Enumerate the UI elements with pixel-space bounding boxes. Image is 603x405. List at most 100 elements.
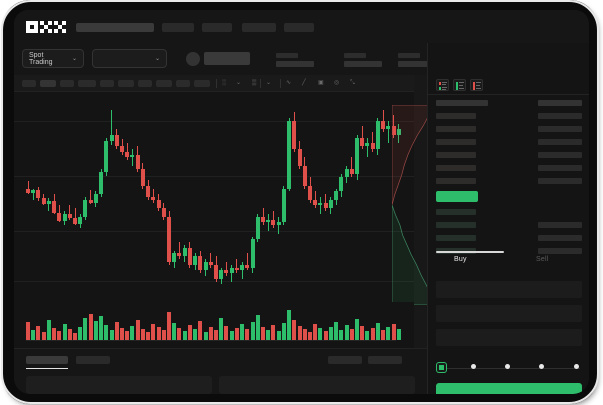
indicators-icon[interactable]: ▒ <box>252 80 257 86</box>
orderbook-ask-amount[interactable] <box>538 126 582 132</box>
orderbook-ask-price[interactable] <box>436 165 476 171</box>
nav-item-1[interactable] <box>76 23 154 32</box>
orderbook-ask-amount[interactable] <box>538 113 582 119</box>
volume-bar <box>130 326 135 340</box>
volume-bar <box>308 332 312 340</box>
bottom-tab-2[interactable] <box>76 356 110 364</box>
chevron-down-icon: ⌄ <box>154 55 160 62</box>
camera-icon[interactable]: ▣ <box>318 80 324 86</box>
volume-bar <box>396 329 401 340</box>
volume-bar <box>365 331 370 340</box>
orderbook-mode-both-icon[interactable] <box>436 79 449 91</box>
orderbook-ask-price[interactable] <box>436 139 476 145</box>
order-form-tabs: Buy Sell <box>428 251 589 273</box>
candlestick-icon[interactable]: ░ <box>222 80 227 86</box>
orderbook-mode-sell-icon[interactable] <box>470 79 483 91</box>
timeframe-button-10[interactable] <box>194 80 210 87</box>
volume-bar <box>229 331 234 340</box>
timeframe-button-6[interactable] <box>118 80 134 87</box>
timeframe-button-2[interactable] <box>40 80 56 87</box>
nav-item-4[interactable] <box>242 23 276 32</box>
bottom-action-1[interactable] <box>328 356 362 364</box>
tab-sell[interactable]: Sell <box>536 256 549 263</box>
amount-slider-stop-3[interactable] <box>505 364 510 369</box>
timeframe-button-9[interactable] <box>176 80 190 87</box>
orderbook-bid-price[interactable] <box>436 209 476 215</box>
timeframe-button-8[interactable] <box>156 80 172 87</box>
chevron-down-icon[interactable]: ⌄ <box>266 80 272 86</box>
amount-field[interactable] <box>436 305 582 322</box>
bottom-tab-1[interactable] <box>26 356 68 364</box>
timeframe-button-3[interactable] <box>60 80 74 87</box>
candle-body <box>156 199 161 209</box>
volume-bar <box>261 327 265 340</box>
candle-body <box>26 188 30 193</box>
amount-slider-stop-5[interactable] <box>574 364 579 369</box>
amount-slider-handle[interactable] <box>437 363 446 372</box>
order-card-1[interactable] <box>26 376 212 394</box>
orderbook-current-price[interactable] <box>436 191 478 202</box>
candle-body <box>193 256 198 265</box>
price-field[interactable] <box>436 281 582 298</box>
amount-slider-stop-2[interactable] <box>471 364 476 369</box>
orderbook-ask-amount[interactable] <box>538 178 582 184</box>
order-card-2[interactable] <box>219 376 415 394</box>
orderbook-ask-price[interactable] <box>436 178 476 184</box>
orderbook-bid-price[interactable] <box>436 222 476 228</box>
amount-slider-stop-4[interactable] <box>539 364 544 369</box>
candle-body <box>146 185 151 197</box>
volume-bar <box>245 329 250 340</box>
submit-buy-button[interactable] <box>436 383 582 394</box>
candle-body <box>396 129 401 135</box>
orderbook-ask-amount[interactable] <box>538 139 582 145</box>
bottom-action-2[interactable] <box>368 356 402 364</box>
nav-item-5[interactable] <box>284 23 314 32</box>
nav-item-2[interactable] <box>162 23 194 32</box>
candle-body <box>234 267 239 271</box>
tab-buy[interactable]: Buy <box>454 256 467 263</box>
orderbook-bid-price[interactable] <box>436 235 476 241</box>
volume-bar <box>31 330 36 340</box>
settings-icon[interactable]: ◎ <box>334 80 340 86</box>
orderbook-ask-price[interactable] <box>436 126 476 132</box>
orderbook-ask-amount[interactable] <box>538 152 582 158</box>
total-field[interactable] <box>436 329 582 346</box>
fullscreen-icon[interactable]: ⤡ <box>350 80 355 86</box>
orderbook-bid-amount[interactable] <box>538 235 582 241</box>
volume-bar <box>224 326 229 340</box>
toolbar-divider <box>280 79 281 88</box>
candle-body <box>73 218 77 224</box>
orderbook-column-header-price[interactable] <box>436 100 488 106</box>
orderbook-column-header-amount[interactable] <box>538 100 582 106</box>
candle-wick <box>246 253 248 271</box>
candlestick-chart[interactable] <box>14 92 414 302</box>
orderbook-bid-amount[interactable] <box>538 222 582 228</box>
timeframe-button-7[interactable] <box>138 80 152 87</box>
line-tool-icon[interactable]: ∿ <box>286 80 292 86</box>
pencil-icon[interactable]: ╱ <box>302 80 306 86</box>
orderbook-ask-price[interactable] <box>436 113 476 119</box>
timeframe-button-5[interactable] <box>100 80 114 87</box>
candle-wick <box>32 188 34 200</box>
market-type-dropdown[interactable]: Spot Trading ⌄ <box>22 49 84 68</box>
candle-body <box>135 154 140 169</box>
volume-bar <box>386 327 391 340</box>
candle-body <box>349 168 354 175</box>
orderbook-ask-amount[interactable] <box>538 165 582 171</box>
stat-block-1 <box>276 53 314 67</box>
timeframe-button-4[interactable] <box>78 80 96 87</box>
orderbook-mode-buy-icon[interactable] <box>453 79 466 91</box>
stat-label <box>398 53 420 58</box>
nav-item-3[interactable] <box>202 23 232 32</box>
orderbook-ask-price[interactable] <box>436 152 476 158</box>
timeframe-button-1[interactable] <box>22 80 36 87</box>
candle-wick <box>126 143 128 161</box>
candle-body <box>391 126 396 135</box>
okx-logo-icon[interactable] <box>26 21 66 33</box>
volume-bar <box>234 328 239 340</box>
orderbook-bid-amount[interactable] <box>538 248 582 254</box>
volume-bar <box>167 312 171 340</box>
volume-bar <box>214 330 218 340</box>
trading-pair-dropdown[interactable]: ⌄ <box>92 49 167 68</box>
chevron-down-icon[interactable]: ⌄ <box>236 80 242 86</box>
